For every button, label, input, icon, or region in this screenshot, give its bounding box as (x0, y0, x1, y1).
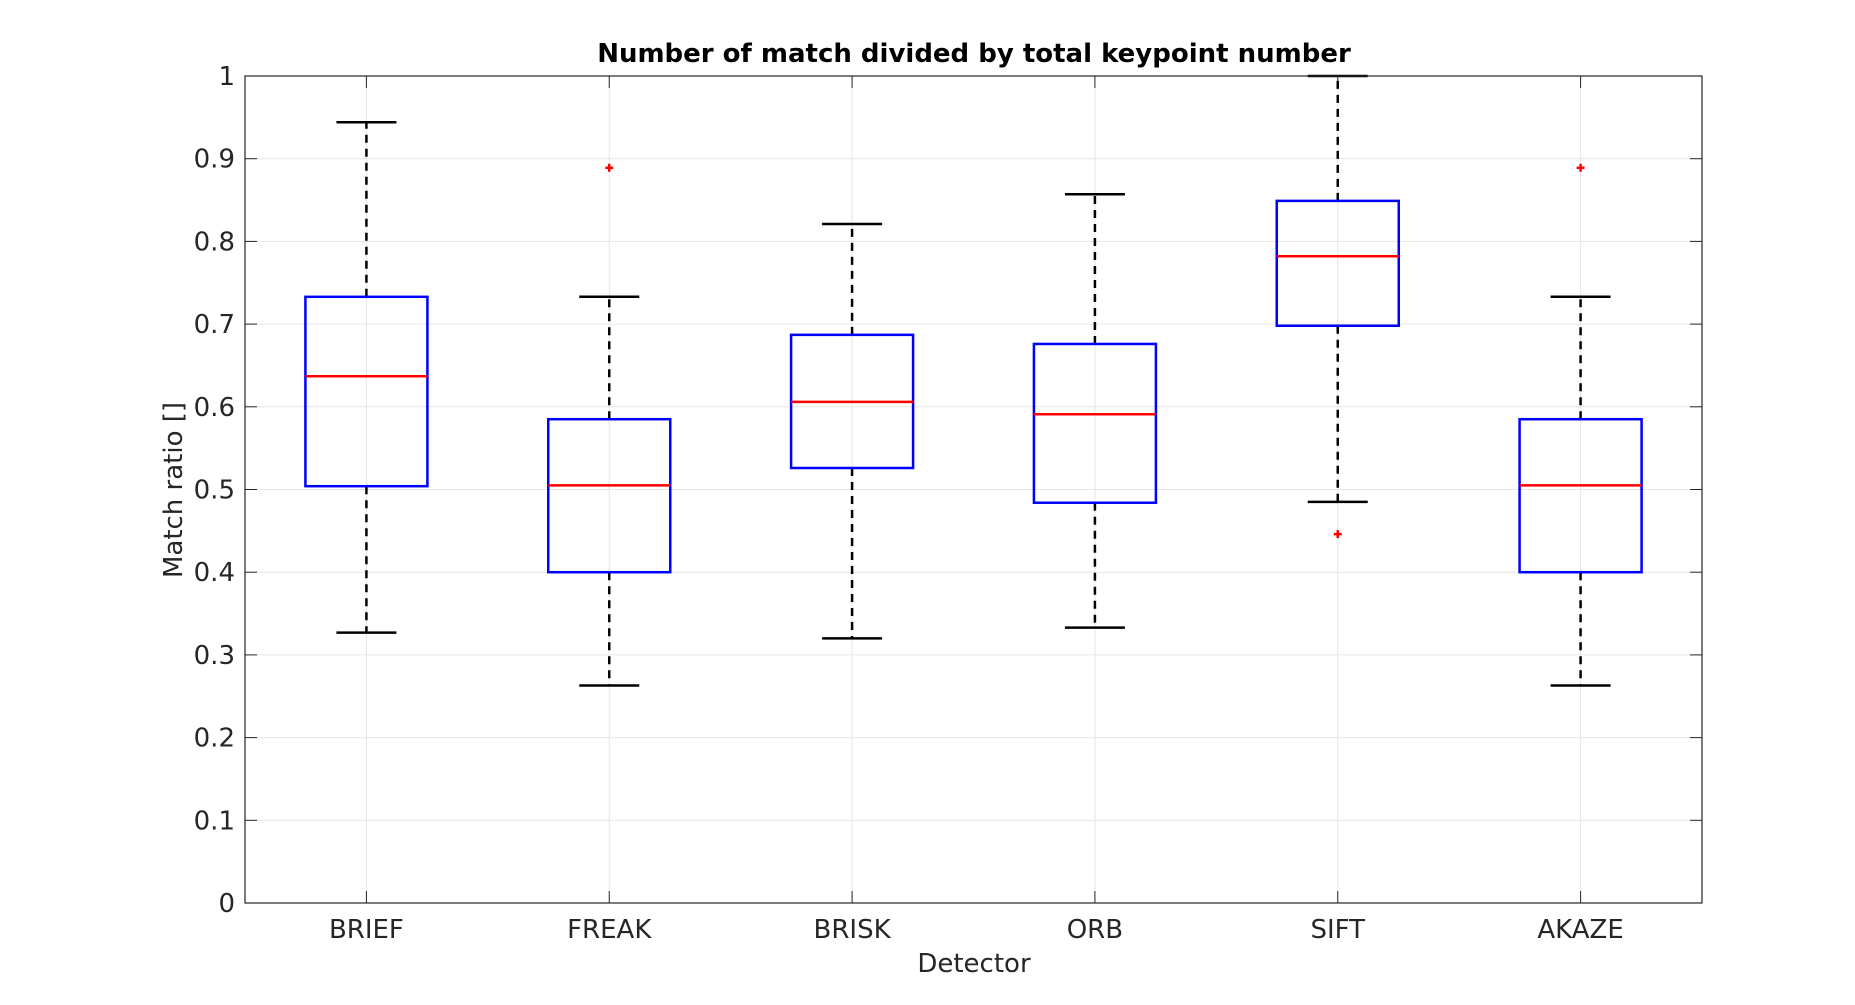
iqr-box (547, 417, 672, 574)
y-tick-label: 0.6 (194, 393, 235, 423)
iqr-box (304, 295, 429, 488)
outlier-marker (1576, 163, 1585, 172)
y-tick-label: 0.9 (194, 145, 235, 175)
y-tick-label: 0.5 (194, 476, 235, 506)
x-tick-label: SIFT (1310, 915, 1365, 945)
x-tick-label: BRIEF (329, 915, 404, 945)
x-tick-label: FREAK (567, 915, 652, 945)
plot-frame (244, 75, 1703, 904)
outlier-marker (1333, 530, 1342, 539)
y-tick-label: 0.8 (194, 227, 235, 257)
y-axis-label: Match ratio [] (159, 402, 189, 578)
y-tick-label: 0.3 (194, 641, 235, 671)
y-tick-label: 0.2 (194, 724, 235, 754)
x-tick-label: ORB (1067, 915, 1123, 945)
iqr-box (1032, 342, 1158, 504)
iqr-box (1518, 417, 1643, 574)
outlier-marker (605, 163, 614, 172)
iqr-box (1275, 199, 1400, 328)
y-tick-label: 0 (218, 889, 235, 919)
x-tick-label: BRISK (814, 915, 892, 945)
x-tick-label: AKAZE (1537, 915, 1623, 945)
chart-title: Number of match divided by total keypoin… (597, 39, 1351, 69)
x-axis-label: Detector (917, 949, 1031, 979)
y-tick-label: 0.7 (194, 310, 235, 340)
y-tick-label: 0.4 (194, 558, 235, 588)
y-tick-label: 0.1 (194, 806, 235, 836)
y-tick-label: 1 (218, 62, 235, 92)
